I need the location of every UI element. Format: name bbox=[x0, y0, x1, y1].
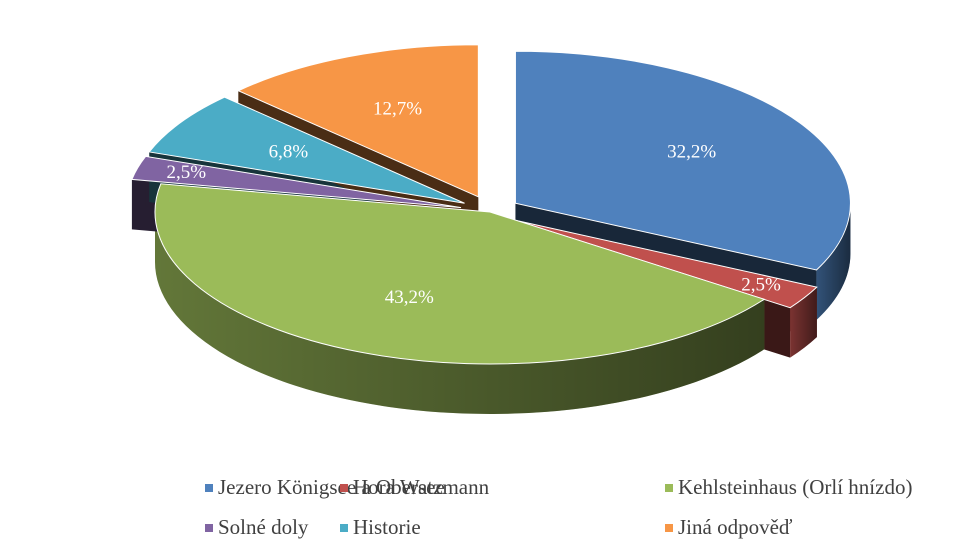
data-label: 12,7% bbox=[373, 98, 422, 119]
slice bbox=[148, 96, 465, 204]
legend-label: Solné doly bbox=[218, 515, 309, 539]
legend-swatch bbox=[665, 524, 673, 532]
slice bbox=[237, 44, 479, 198]
legend-swatch bbox=[205, 524, 213, 532]
legend-label: Hora Watzmann bbox=[353, 475, 490, 499]
slice bbox=[154, 183, 766, 365]
legend-label: Jezero Königsee a Obersee bbox=[218, 475, 445, 499]
legend-swatch bbox=[665, 484, 673, 492]
data-label: 2,5% bbox=[167, 162, 207, 183]
data-labels: 32,2% 2,5% 43,2% 2,5% 6,8% 12,7% bbox=[167, 98, 782, 308]
data-label: 6,8% bbox=[269, 142, 309, 163]
slice-tops bbox=[131, 44, 851, 365]
data-label: 2,5% bbox=[741, 274, 781, 295]
slice bbox=[514, 50, 851, 271]
legend-swatch bbox=[205, 484, 213, 492]
legend-swatch bbox=[340, 484, 348, 492]
slice bbox=[131, 155, 462, 209]
slice-side-shade bbox=[154, 212, 765, 414]
slice-side-shade bbox=[790, 287, 817, 358]
data-label: 32,2% bbox=[667, 142, 716, 163]
legend-label: Historie bbox=[353, 515, 421, 539]
slice-side-shade bbox=[816, 203, 851, 320]
legend-label: Kehlsteinhaus (Orlí hnízdo) bbox=[678, 475, 912, 499]
slice bbox=[515, 219, 818, 309]
legend-swatch bbox=[340, 524, 348, 532]
data-label: 43,2% bbox=[385, 287, 434, 308]
legend-label: Jiná odpověď bbox=[678, 515, 793, 539]
